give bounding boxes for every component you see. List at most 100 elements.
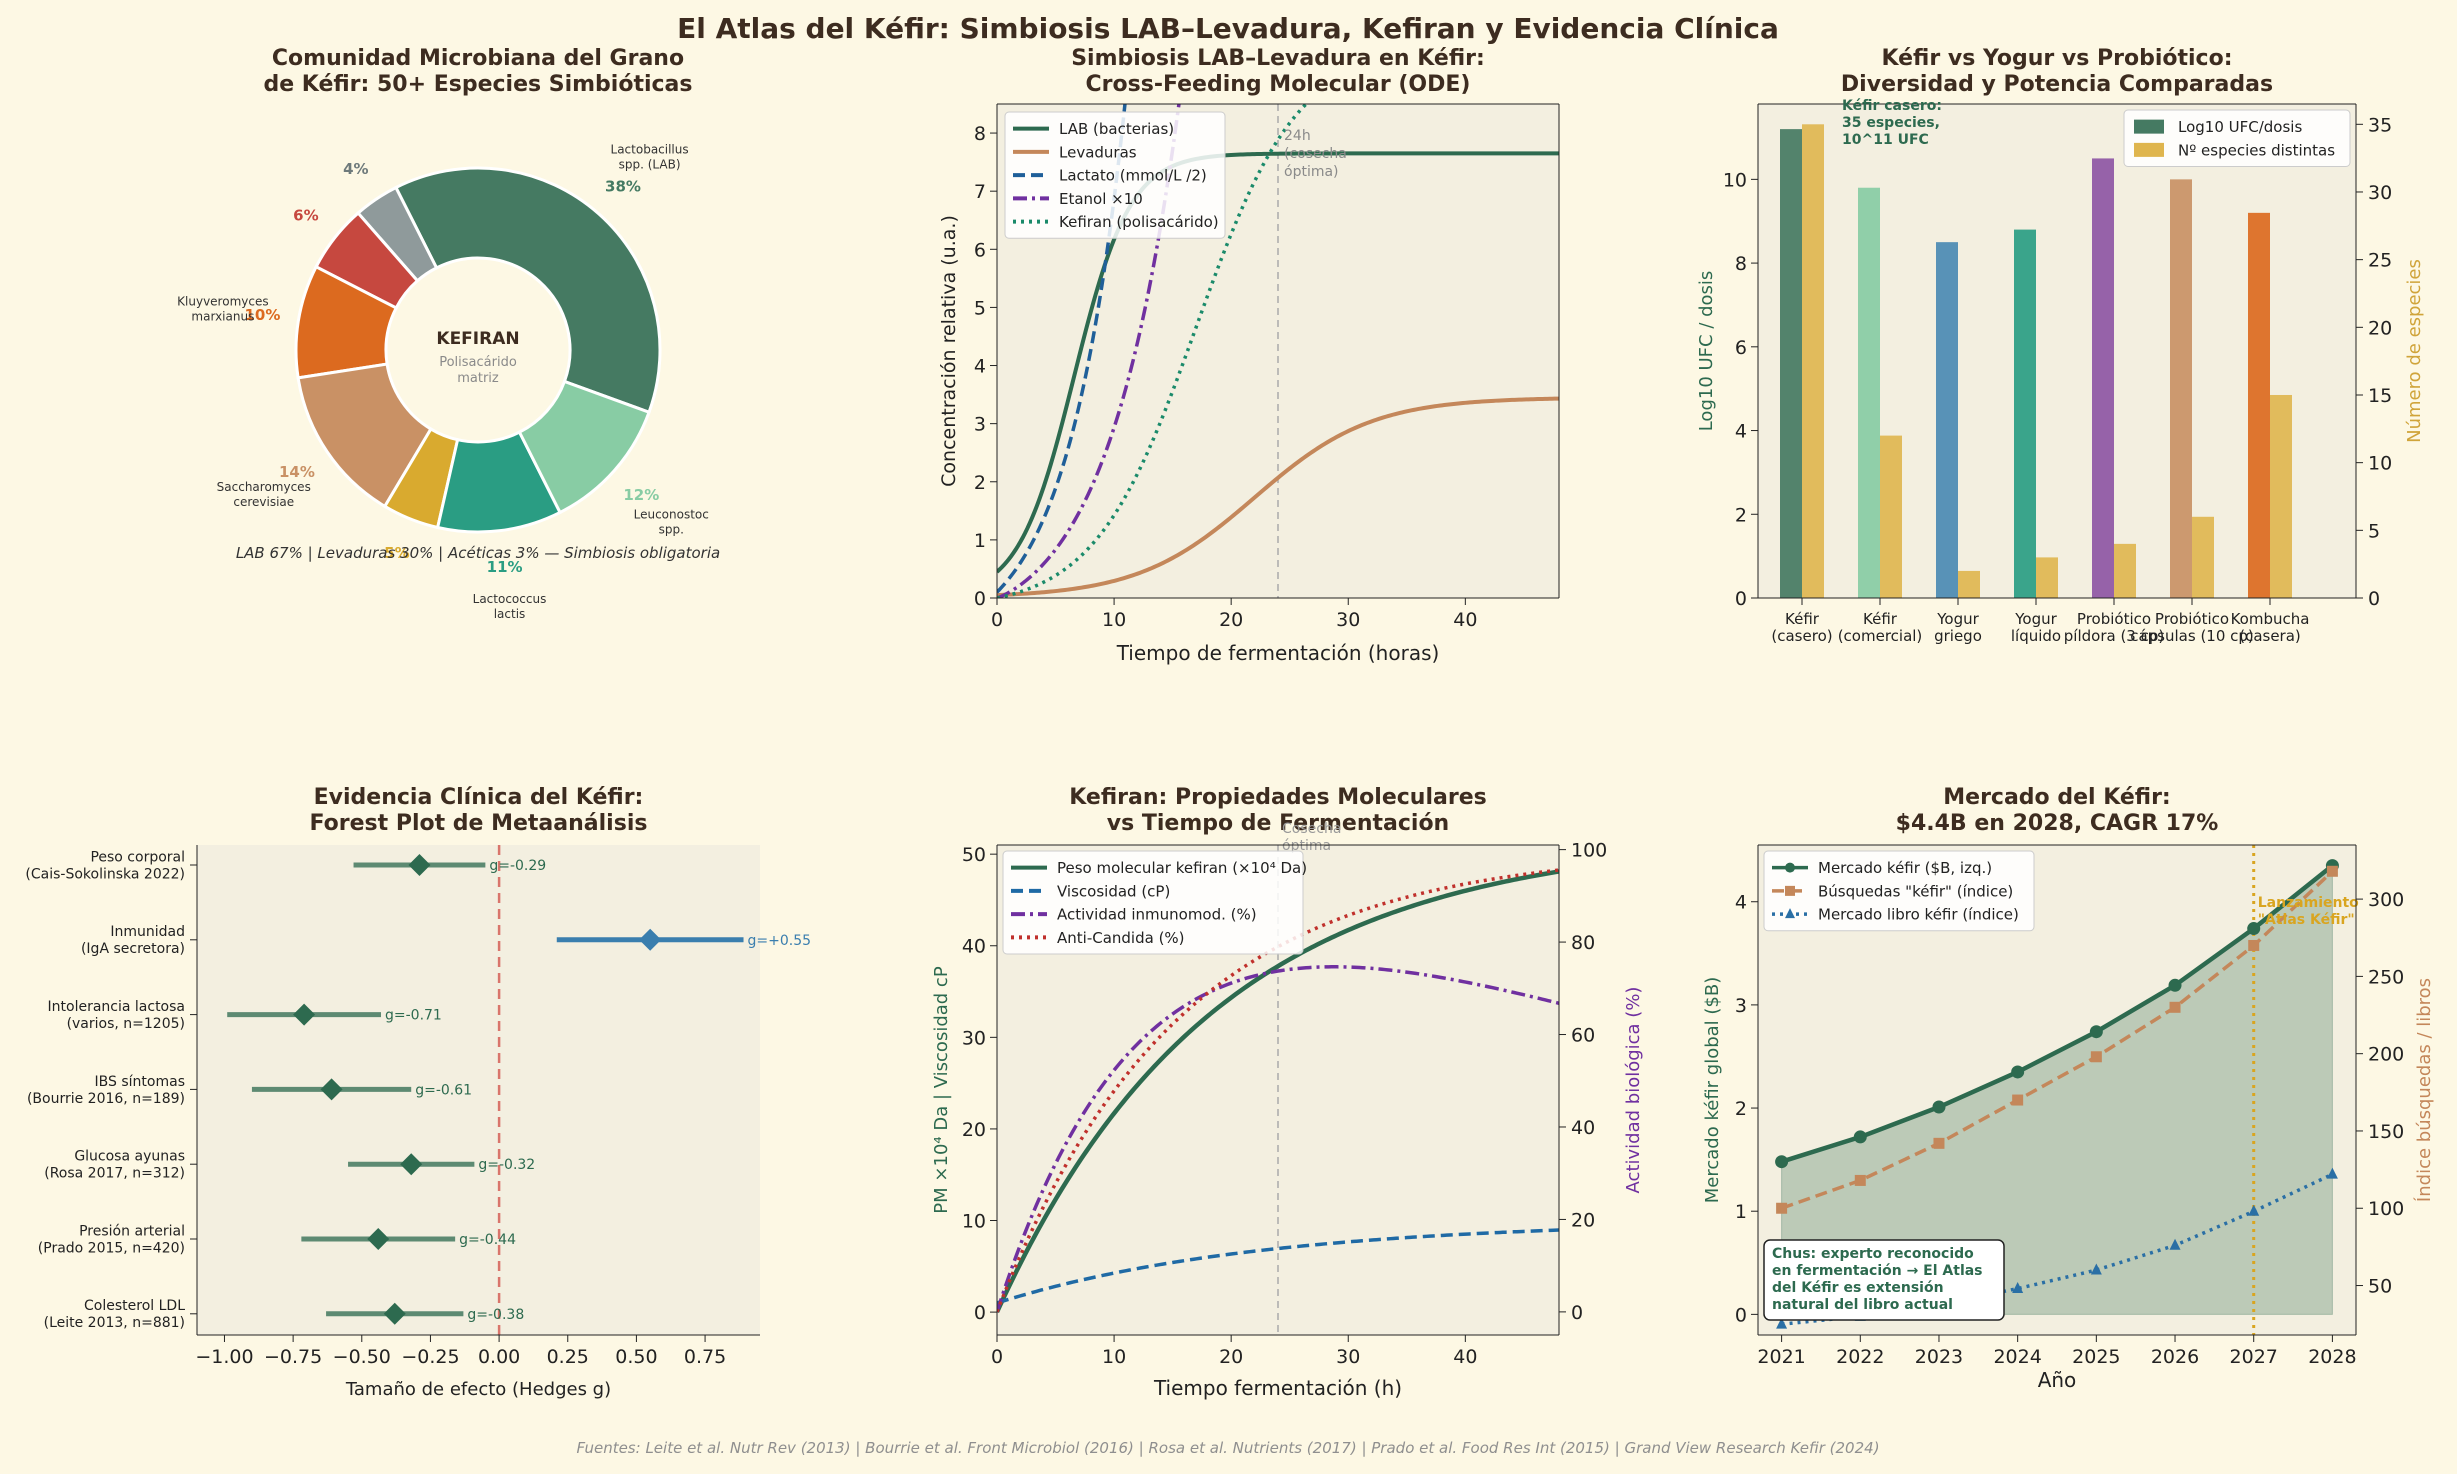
point-marker <box>1853 1130 1867 1144</box>
study-label: Inmunidad (IgA secretora) <box>81 924 185 957</box>
effect-label: g=-0.71 <box>385 1008 442 1024</box>
point-marker <box>320 1078 343 1101</box>
y-tick-label: 3 <box>1735 995 1747 1017</box>
y-tick-label: 1 <box>974 530 986 552</box>
text-line: Forest Plot de Metaanálisis <box>310 811 648 836</box>
point-marker <box>400 1153 423 1176</box>
x-tick-label: 40 <box>1453 1346 1477 1368</box>
y-tick-label: 30 <box>962 1027 986 1049</box>
y-axis-label: Mercado kéfir global ($B) <box>1702 977 1723 1203</box>
study-label: Glucosa ayunas (Rosa 2017, n=312) <box>44 1149 185 1182</box>
text-line: spp. (LAB) <box>619 157 681 171</box>
text-line: cerevisiae <box>233 495 294 509</box>
donut-center-sublabel: Polisacárido matriz <box>439 355 517 386</box>
text-line: (Prado 2015, n=420) <box>38 1240 185 1256</box>
kefiran-line <box>997 1228 1559 1305</box>
legend-label: Lactato (mmol/L /2) <box>1059 167 1207 185</box>
y-tick-label: 50 <box>2368 1276 2392 1298</box>
bar-ufc <box>1780 129 1802 598</box>
y-tick-label: 5 <box>974 297 986 319</box>
text-line: marxianus <box>191 309 254 323</box>
point-marker <box>1776 1202 1788 1214</box>
y-tick-label: 2 <box>974 472 986 494</box>
text-line: en fermentación → El Atlas <box>1772 1263 1983 1279</box>
text-line: Yogur <box>1936 610 1979 628</box>
harvest-label: 24h (cosecha óptima) <box>1284 128 1347 180</box>
text-line: Yogur <box>2014 610 2057 628</box>
y-tick-label: 40 <box>1571 1117 1595 1139</box>
y-tick-label: 0 <box>1571 1302 1583 1324</box>
bar-species <box>2036 557 2058 598</box>
text-line: Intolerancia lactosa <box>48 999 185 1015</box>
text-line: del Kéfir es extensión <box>1772 1280 1944 1296</box>
chart-title: Kéfir vs Yogur vs Probiótico: Diversidad … <box>1841 46 2273 97</box>
text-line: (varios, n=1205) <box>67 1016 185 1032</box>
x-tick-label: 2025 <box>2072 1346 2120 1368</box>
x-tick-label: −0.50 <box>333 1346 391 1368</box>
text-line: Saccharomyces <box>217 480 311 494</box>
x-tick-label: 30 <box>1336 1346 1360 1368</box>
legend-label: LAB (bacterias) <box>1059 120 1174 138</box>
donut-annotation: LAB 67% | Levaduras 30% | Acéticas 3% — … <box>236 544 720 562</box>
y-tick-label: 2 <box>1735 1098 1747 1120</box>
bar-annotation: Kéfir casero: 35 especies, 10^11 UFC <box>1842 98 1942 148</box>
text-line: píldora (3 cp) <box>2064 627 2164 645</box>
text-line: Kéfir <box>1863 610 1898 628</box>
legend-label: Nº especies distintas <box>2178 141 2335 159</box>
x-tick-label: 0.50 <box>615 1346 657 1368</box>
slice-percent: 5% <box>384 544 409 562</box>
kefiran-line <box>997 965 1559 1313</box>
y-tick-label: 250 <box>2368 966 2404 988</box>
x-tick-label: Probiótico cápsulas (10 cp) <box>2130 610 2254 645</box>
text-line: óptima) <box>1284 164 1339 180</box>
y2-axis-label: Índice búsquedas / libros <box>2413 978 2435 1202</box>
slice-percent: 6% <box>293 207 318 225</box>
x-tick-label: 2028 <box>2308 1346 2356 1368</box>
x-tick-label: 0 <box>991 1346 1003 1368</box>
bar-species <box>2114 543 2136 598</box>
point-marker <box>2090 1263 2102 1275</box>
market-line <box>1780 863 2334 1164</box>
y-tick-label: 30 <box>2368 182 2392 204</box>
chart-title: Mercado del Kéfir: $4.4B en 2028, CAGR 17… <box>1896 785 2219 836</box>
slice-label: Saccharomyces cerevisiae <box>217 480 311 509</box>
text-line: Leuconostoc <box>634 507 709 521</box>
ode-chart: Simbiosis LAB–Levadura en Kéfir: Cross-Fe… <box>938 46 1560 665</box>
text-line: Probiótico <box>2077 610 2151 628</box>
slice-percent: 14% <box>279 463 315 481</box>
market-line <box>1781 1172 2334 1326</box>
x-tick-label: 2024 <box>1993 1346 2041 1368</box>
y-axis-label: PM ×10⁴ Da | Viscosidad cP <box>931 966 952 1214</box>
legend-label: Actividad inmunomod. (%) <box>1057 906 1257 924</box>
y2-axis-label: Actividad biológica (%) <box>1623 987 1644 1194</box>
text-line: Kéfir vs Yogur vs Probiótico: <box>1881 46 2232 71</box>
y-tick-label: 35 <box>2368 114 2392 136</box>
x-tick-label: 0 <box>991 609 1003 631</box>
ode-line <box>997 104 1181 598</box>
effect-label: g=-0.32 <box>478 1157 535 1173</box>
kefiran-series-group <box>997 845 1559 1335</box>
text-line: (casero) <box>1771 627 1832 645</box>
bar-ufc <box>2092 158 2114 599</box>
study-label: IBS síntomas (Bourrie 2016, n=189) <box>27 1074 185 1107</box>
text-line: spp. <box>659 522 684 536</box>
kefiran-chart: Kefiran: Propiedades Moleculares vs Tiemp… <box>931 785 1644 1400</box>
y-tick-label: 8 <box>1735 253 1747 275</box>
y-tick-label: 20 <box>1571 1209 1595 1231</box>
point-marker <box>2012 1094 2024 1106</box>
study-label: Colesterol LDL (Leite 2013, n=881) <box>44 1298 186 1331</box>
text-line: Polisacárido <box>439 355 517 370</box>
y-tick-label: 10 <box>962 1211 986 1233</box>
text-line: matriz <box>457 371 499 386</box>
text-line: vs Tiempo de Fermentación <box>1107 811 1449 836</box>
y-tick-label: 0 <box>1735 588 1747 610</box>
x-tick-label: 2022 <box>1836 1346 1884 1368</box>
text-line: Mercado del Kéfir: <box>1943 785 2170 810</box>
text-line: Kombucha <box>2231 610 2310 628</box>
effect-label: g=-0.61 <box>415 1082 472 1098</box>
slice-percent: 4% <box>343 160 368 178</box>
chart-title: Simbiosis LAB–Levadura en Kéfir: Cross-Fe… <box>1071 46 1485 97</box>
text-line: Lactobacillus <box>611 142 689 156</box>
text-line: cápsulas (10 cp) <box>2130 627 2254 645</box>
